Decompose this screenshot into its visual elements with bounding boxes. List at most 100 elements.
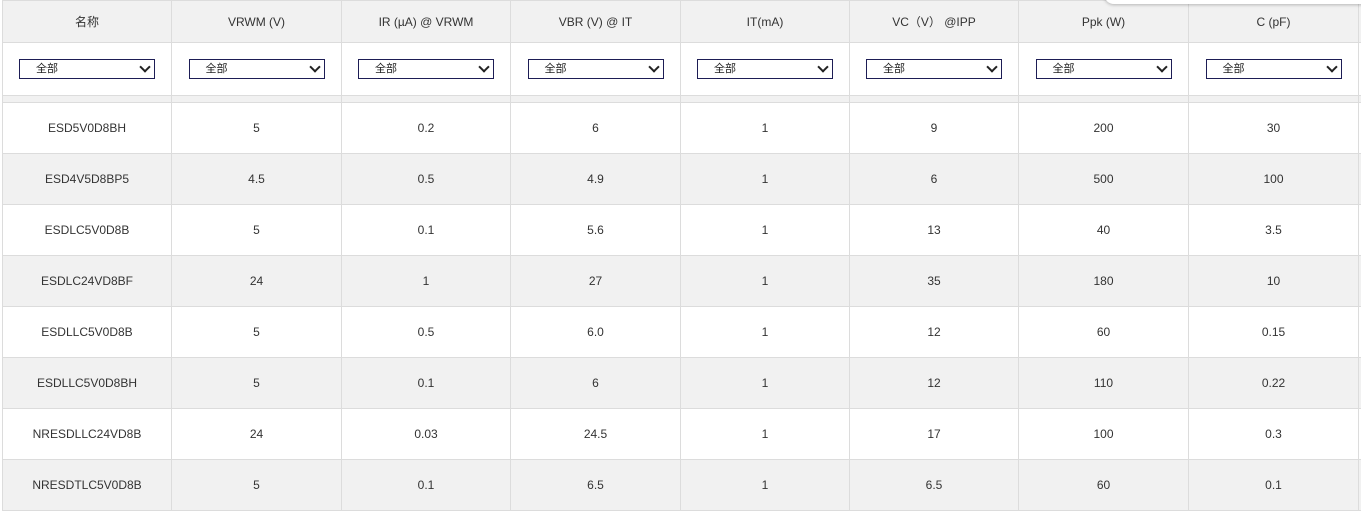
value-cell: 1	[681, 256, 850, 307]
value-cell: 5	[172, 205, 342, 256]
value-cell: 110	[1019, 358, 1189, 409]
filter-select-value: 全部	[545, 63, 567, 75]
column-header: IT(mA)	[681, 1, 850, 43]
value-cell: 0.5	[342, 154, 511, 205]
value-cell: 6	[850, 154, 1019, 205]
filter-select-value: 全部	[36, 63, 58, 75]
chevron-down-icon	[986, 61, 997, 72]
value-cell: 100	[1189, 154, 1359, 205]
filter-cell: 全部	[850, 43, 1019, 96]
filter-cell: 全部	[1189, 43, 1359, 96]
chevron-down-icon	[817, 61, 828, 72]
filter-select[interactable]: 全部	[1036, 59, 1172, 79]
value-cell: 200	[1019, 103, 1189, 154]
value-cell: 35	[850, 256, 1019, 307]
filter-cell: 全部	[511, 43, 681, 96]
value-cell: 1	[681, 358, 850, 409]
column-header: VRWM (V)	[172, 1, 342, 43]
value-cell: 27	[511, 256, 681, 307]
value-cell: 4.5	[172, 154, 342, 205]
value-cell: 6	[511, 103, 681, 154]
filter-select[interactable]: 全部	[358, 59, 494, 79]
column-header: Ppk (W)	[1019, 1, 1189, 43]
filter-select-value: 全部	[206, 63, 228, 75]
part-name-cell: NRESDTLC5V0D8B	[3, 460, 172, 511]
filter-select-value: 全部	[714, 63, 736, 75]
value-cell: 500	[1019, 154, 1189, 205]
filter-select[interactable]: 全部	[866, 59, 1002, 79]
value-cell: 40	[1019, 205, 1189, 256]
value-cell: 24.5	[511, 409, 681, 460]
value-cell: 6	[511, 358, 681, 409]
column-header: IR (µA) @ VRWM	[342, 1, 511, 43]
filter-cell: 全部	[342, 43, 511, 96]
value-cell: 60	[1019, 307, 1189, 358]
filter-cell: 全部	[3, 43, 172, 96]
filter-cell: 全部	[681, 43, 850, 96]
column-header: C (pF)	[1189, 1, 1359, 43]
value-cell: 0.2	[342, 103, 511, 154]
column-header: 名称	[3, 1, 172, 43]
part-name-cell: ESDLLC5V0D8B	[3, 307, 172, 358]
value-cell: 1	[681, 205, 850, 256]
filter-cell: 全部	[1019, 43, 1189, 96]
value-cell: 0.1	[342, 205, 511, 256]
value-cell: 1	[681, 409, 850, 460]
value-cell: 12	[850, 358, 1019, 409]
filter-select[interactable]: 全部	[697, 59, 833, 79]
value-cell: 5	[172, 358, 342, 409]
value-cell: 30	[1189, 103, 1359, 154]
value-cell: 0.22	[1189, 358, 1359, 409]
value-cell: 5	[172, 103, 342, 154]
chevron-down-icon	[478, 61, 489, 72]
column-header: VBR (V) @ IT	[511, 1, 681, 43]
chevron-down-icon	[309, 61, 320, 72]
value-cell: 24	[172, 409, 342, 460]
filter-select[interactable]: 全部	[19, 59, 155, 79]
value-cell: 0.1	[342, 358, 511, 409]
value-cell: 4.9	[511, 154, 681, 205]
part-name-cell: ESDLLC5V0D8BH	[3, 358, 172, 409]
part-name-cell: ESD4V5D8BP5	[3, 154, 172, 205]
value-cell: 10	[1189, 256, 1359, 307]
value-cell: 0.1	[342, 460, 511, 511]
filter-select-value: 全部	[375, 63, 397, 75]
part-name-cell: ESDLC5V0D8B	[3, 205, 172, 256]
spacer-row	[3, 96, 1361, 103]
filter-select[interactable]: 全部	[528, 59, 664, 79]
filter-select-value: 全部	[883, 63, 905, 75]
value-cell: 1	[342, 256, 511, 307]
value-cell: 13	[850, 205, 1019, 256]
value-cell: 6.5	[511, 460, 681, 511]
part-name-cell: NRESDLLC24VD8B	[3, 409, 172, 460]
value-cell: 9	[850, 103, 1019, 154]
value-cell: 180	[1019, 256, 1189, 307]
part-name-cell: ESD5V0D8BH	[3, 103, 172, 154]
value-cell: 17	[850, 409, 1019, 460]
value-cell: 0.3	[1189, 409, 1359, 460]
value-cell: 1	[681, 154, 850, 205]
value-cell: 100	[1019, 409, 1189, 460]
value-cell: 12	[850, 307, 1019, 358]
filter-select[interactable]: 全部	[1206, 59, 1342, 79]
filter-select[interactable]: 全部	[189, 59, 325, 79]
value-cell: 60	[1019, 460, 1189, 511]
chevron-down-icon	[139, 61, 150, 72]
value-cell: 1	[681, 307, 850, 358]
chevron-down-icon	[1156, 61, 1167, 72]
filter-select-value: 全部	[1223, 63, 1245, 75]
column-header: VC（V） @IPP	[850, 1, 1019, 43]
chevron-down-icon	[648, 61, 659, 72]
value-cell: 0.15	[1189, 307, 1359, 358]
popup-edge	[1104, 0, 1361, 4]
